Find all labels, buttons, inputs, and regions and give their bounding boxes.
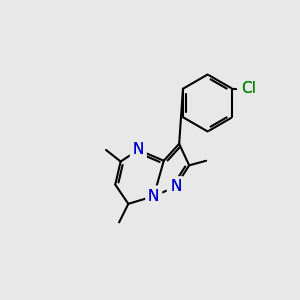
Text: N: N [133,142,144,158]
Text: N: N [170,179,182,194]
Text: N: N [147,187,160,205]
Text: N: N [169,178,182,196]
Text: N: N [147,189,159,204]
Text: Cl: Cl [242,81,256,96]
Text: N: N [147,189,159,204]
Text: N: N [170,179,182,194]
Text: N: N [133,142,144,158]
Text: N: N [132,141,145,159]
Text: Cl: Cl [242,81,256,96]
